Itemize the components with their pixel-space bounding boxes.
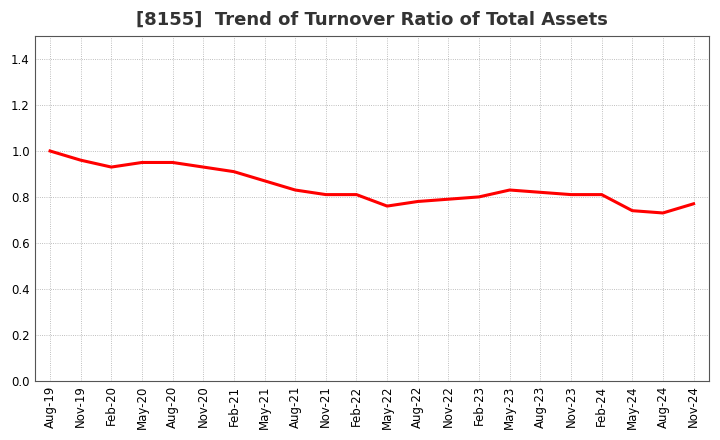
Title: [8155]  Trend of Turnover Ratio of Total Assets: [8155] Trend of Turnover Ratio of Total …	[136, 11, 608, 29]
